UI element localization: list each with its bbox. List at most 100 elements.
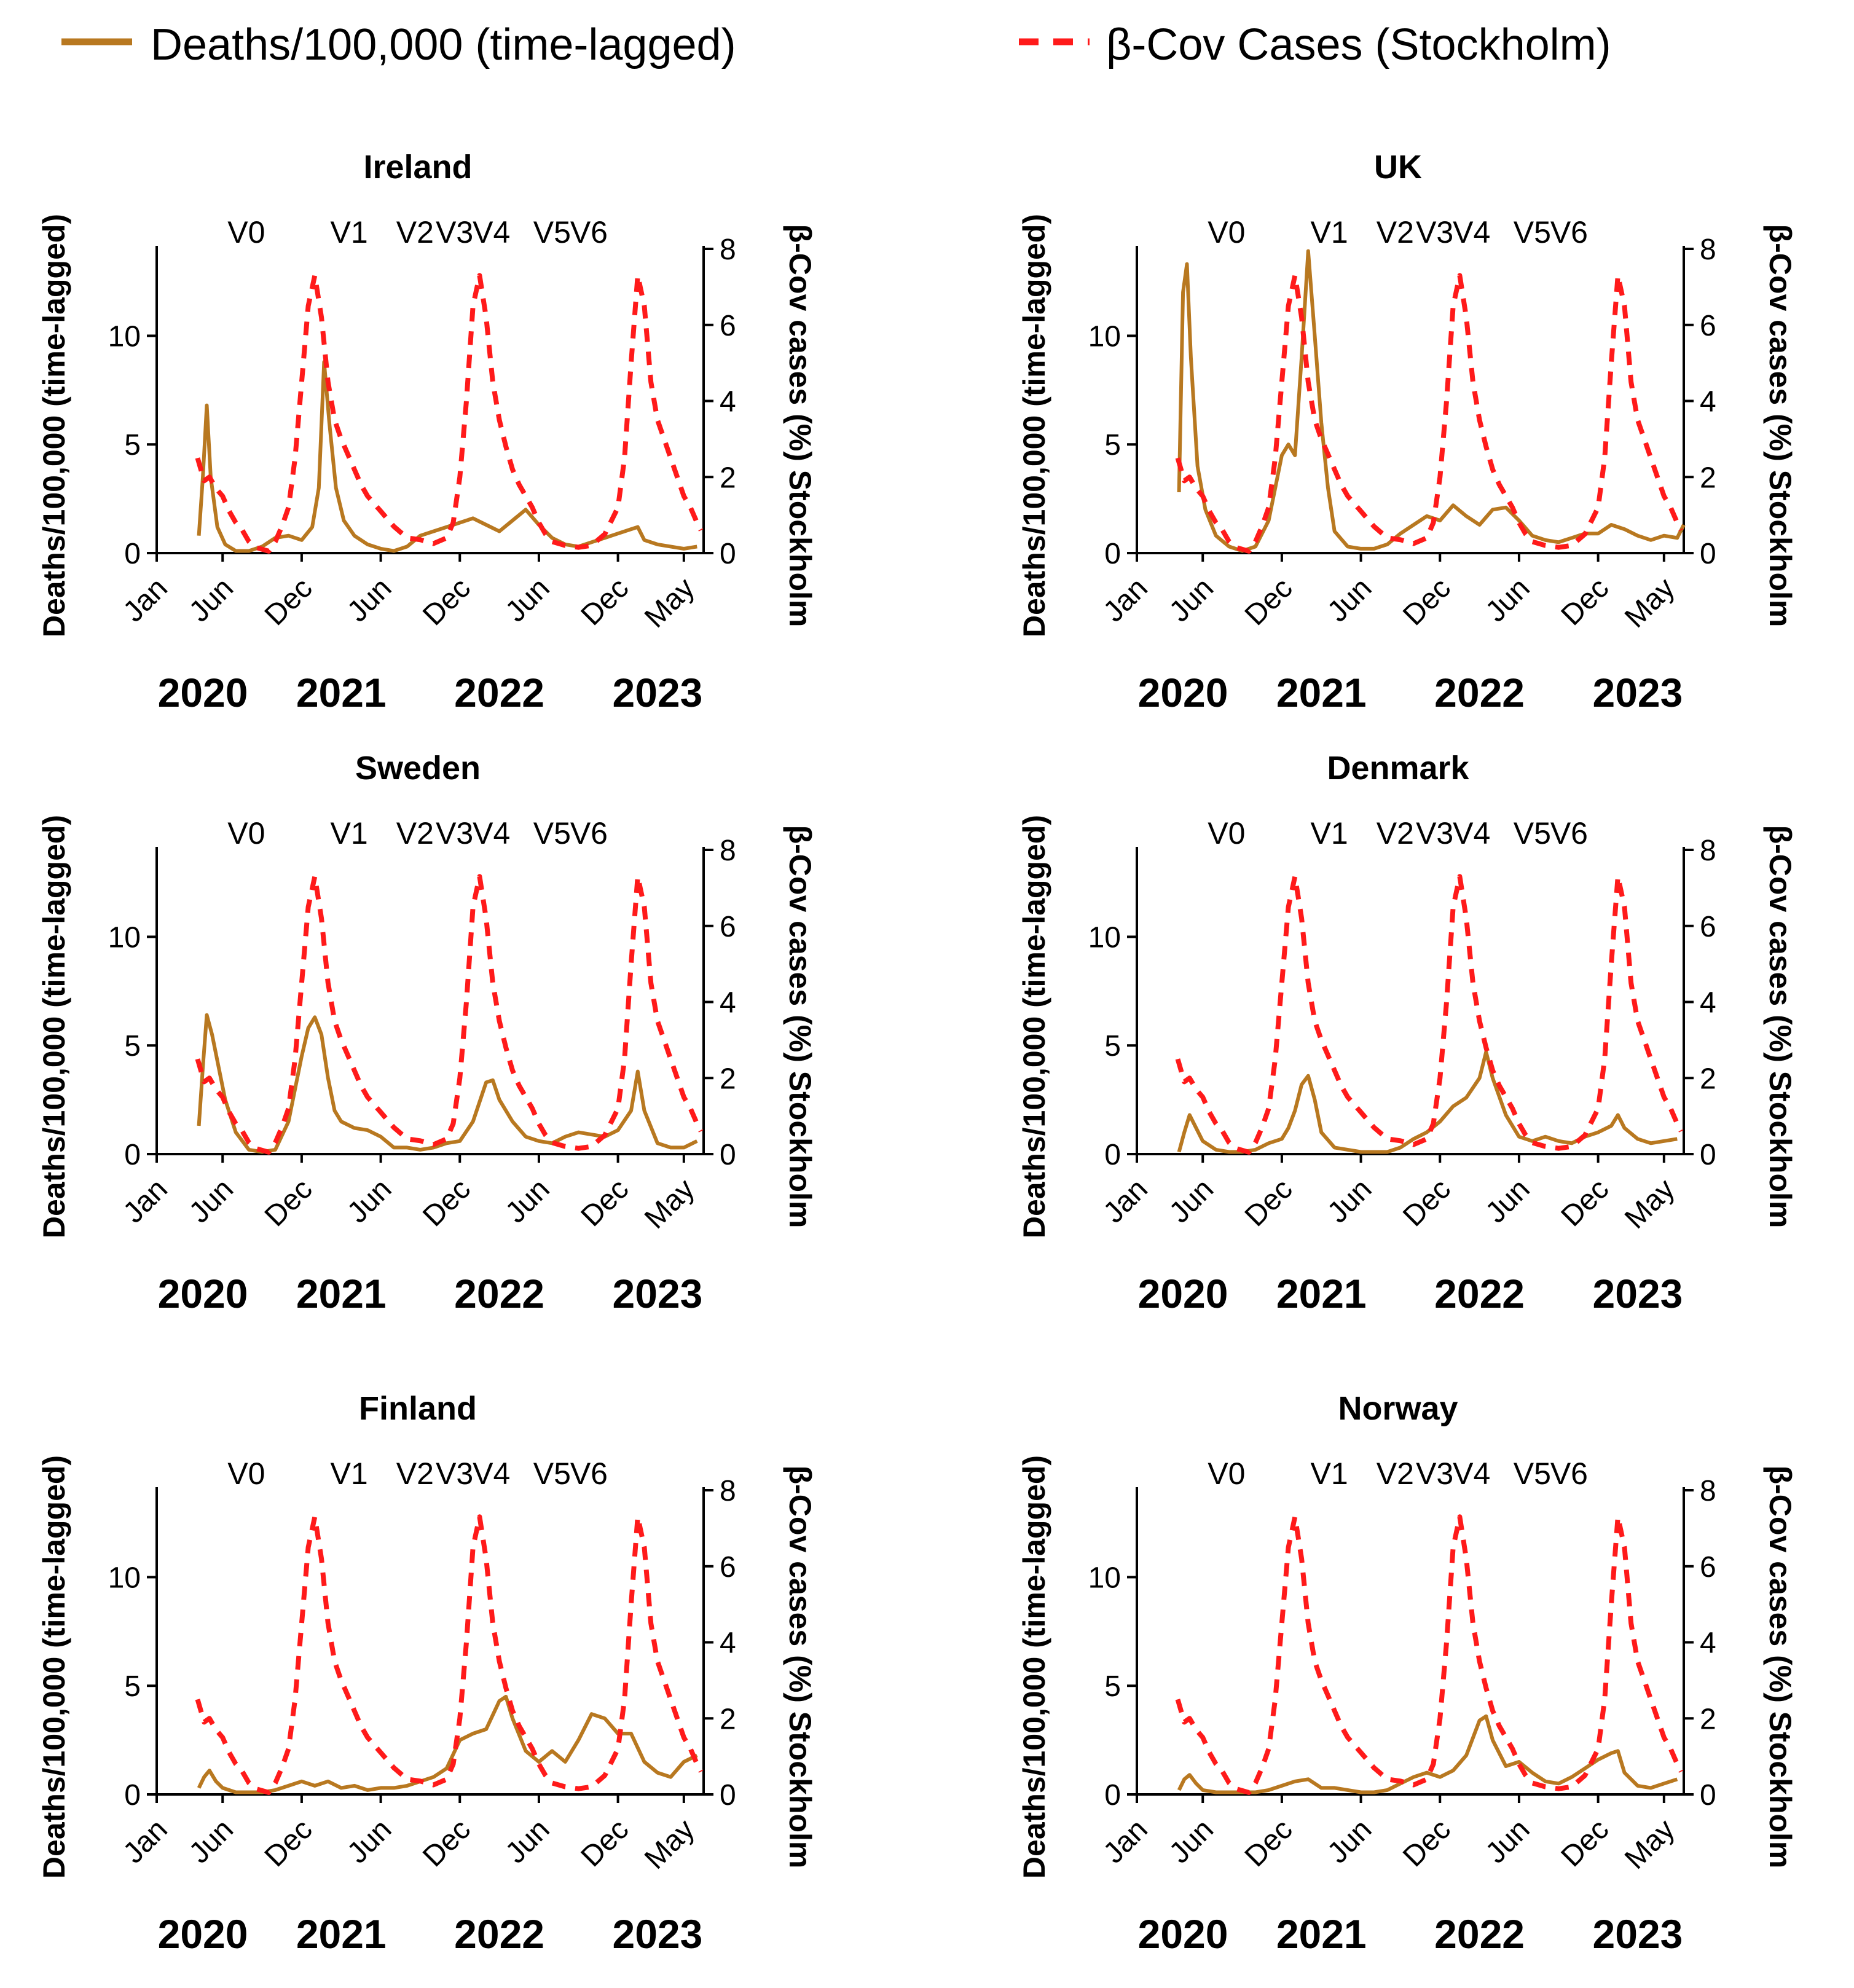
- right-tick-label: 8: [1700, 1475, 1716, 1507]
- left-tick-label: 10: [108, 320, 141, 353]
- right-tick-label: 4: [1700, 987, 1716, 1020]
- year-label: 2020: [1138, 670, 1228, 715]
- month-tick-label: Dec: [1397, 1173, 1457, 1233]
- right-tick-label: 8: [1700, 234, 1716, 266]
- month-tick-label: Jun: [1163, 572, 1220, 628]
- variant-label: V4: [473, 1456, 510, 1491]
- month-tick-label: Jun: [183, 1173, 240, 1229]
- legend-deaths-label: Deaths/100,000 (time-lagged): [151, 20, 736, 69]
- chart-title: Sweden: [355, 750, 481, 787]
- variant-label: V1: [331, 816, 368, 851]
- right-tick-label: 6: [720, 1551, 736, 1584]
- month-tick-label: Jun: [500, 1173, 556, 1229]
- legend-cases-label: β-Cov Cases (Stockholm): [1106, 20, 1611, 69]
- month-tick-label: Dec: [417, 1173, 477, 1233]
- variant-label: V1: [1311, 816, 1348, 851]
- month-tick-label: Dec: [1239, 1813, 1299, 1873]
- left-tick-label: 10: [1088, 1562, 1121, 1594]
- variant-label: V5: [1514, 1456, 1551, 1491]
- left-tick-label: 0: [1104, 1779, 1121, 1812]
- right-tick-label: 4: [1700, 1627, 1716, 1660]
- right-tick-label: 4: [720, 386, 736, 418]
- month-tick-label: Jun: [500, 1813, 556, 1869]
- cases-series-line: [195, 1514, 704, 1795]
- month-tick-label: Jun: [1321, 1173, 1378, 1229]
- month-tick-label: Dec: [417, 572, 477, 632]
- month-tick-label: May: [638, 1813, 701, 1876]
- deaths-series-line: [197, 1013, 698, 1154]
- year-label: 2021: [1276, 670, 1367, 715]
- cases-series-line: [195, 874, 704, 1155]
- variant-label: V5: [1514, 215, 1551, 249]
- left-axis-title: Deaths/100,000 (time-lagged): [37, 214, 71, 637]
- month-tick-label: Dec: [417, 1813, 477, 1873]
- variant-label: V1: [331, 215, 368, 249]
- variant-label: V3: [436, 816, 473, 851]
- year-label: 2023: [613, 1271, 703, 1316]
- variant-label: V4: [1453, 816, 1490, 851]
- variant-label: V6: [1550, 215, 1588, 249]
- right-axis-title: β-Cov cases (%) Stockholm: [783, 1466, 817, 1869]
- variant-label: V0: [227, 816, 265, 851]
- right-tick-label: 2: [1700, 1063, 1716, 1095]
- month-tick-label: Jun: [341, 1173, 398, 1229]
- left-tick-label: 10: [108, 1562, 141, 1594]
- variant-label: V3: [436, 1456, 473, 1491]
- right-tick-label: 6: [720, 911, 736, 943]
- year-label: 2023: [613, 670, 703, 715]
- year-label: 2020: [1138, 1911, 1228, 1957]
- variant-label: V6: [570, 1456, 608, 1491]
- variant-label: V3: [1416, 1456, 1453, 1491]
- right-tick-label: 4: [720, 987, 736, 1020]
- month-tick-label: Jan: [117, 1173, 174, 1229]
- month-tick-label: Jun: [1480, 1813, 1536, 1869]
- left-axis-title: Deaths/100,000 (time-lagged): [1017, 815, 1051, 1238]
- right-tick-label: 8: [720, 1475, 736, 1507]
- month-tick-label: Jun: [183, 1813, 240, 1869]
- year-label: 2022: [1434, 1271, 1525, 1316]
- year-label: 2021: [1276, 1911, 1367, 1957]
- year-label: 2022: [454, 1911, 544, 1957]
- month-tick-label: Jun: [341, 572, 398, 628]
- month-tick-label: Dec: [259, 1173, 319, 1233]
- variant-label: V4: [473, 215, 510, 249]
- variant-label: V6: [1550, 816, 1588, 851]
- left-tick-label: 0: [124, 1779, 141, 1812]
- year-label: 2022: [454, 1271, 544, 1316]
- month-tick-label: Jan: [1098, 1173, 1154, 1229]
- year-label: 2020: [158, 1911, 248, 1957]
- cases-series-line: [1175, 273, 1684, 554]
- right-tick-label: 2: [1700, 462, 1716, 494]
- month-tick-label: Dec: [1555, 1173, 1616, 1233]
- variant-label: V2: [396, 816, 434, 851]
- right-tick-label: 4: [1700, 386, 1716, 418]
- variant-label: V4: [1453, 1456, 1490, 1491]
- variant-label: V0: [227, 1456, 265, 1491]
- variant-label: V2: [1377, 816, 1414, 851]
- month-tick-label: Dec: [259, 572, 319, 632]
- right-axis-title: β-Cov cases (%) Stockholm: [783, 224, 817, 627]
- right-tick-label: 0: [720, 538, 736, 570]
- left-axis-title: Deaths/100,000 (time-lagged): [37, 1455, 71, 1879]
- month-tick-label: Dec: [1555, 572, 1616, 632]
- right-tick-label: 4: [720, 1627, 736, 1660]
- right-tick-label: 0: [1700, 538, 1716, 570]
- left-tick-label: 5: [1104, 1670, 1121, 1703]
- right-tick-label: 8: [720, 234, 736, 266]
- month-tick-label: Jun: [1480, 1173, 1536, 1229]
- year-label: 2020: [1138, 1271, 1228, 1316]
- month-tick-label: May: [638, 572, 701, 634]
- month-tick-label: Jun: [183, 572, 240, 628]
- left-tick-label: 10: [108, 921, 141, 954]
- left-axis-title: Deaths/100,000 (time-lagged): [37, 815, 71, 1238]
- month-tick-label: Dec: [575, 1813, 635, 1873]
- variant-label: V1: [1311, 215, 1348, 249]
- right-tick-label: 6: [1700, 1551, 1716, 1584]
- month-tick-label: Jun: [1480, 572, 1536, 628]
- month-tick-label: Dec: [1239, 572, 1299, 632]
